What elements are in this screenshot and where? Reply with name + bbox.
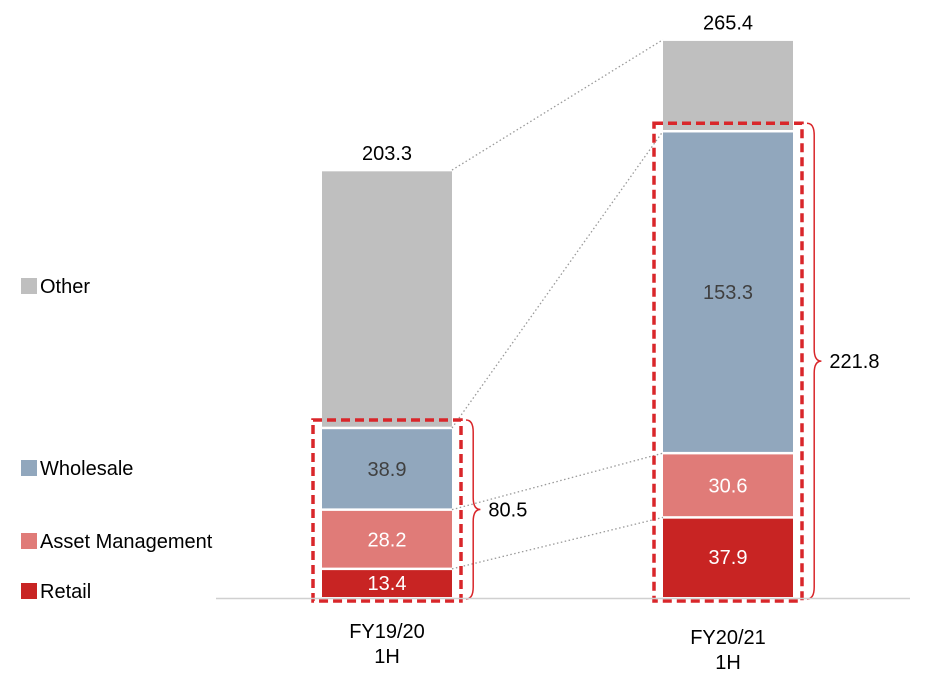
data-label-retail-1: 13.4 (368, 573, 407, 595)
category-label-1-line2: 1H (374, 646, 400, 668)
data-label-asset-management-2: 30.6 (709, 475, 748, 497)
category-label-2-line1: FY20/21 (690, 627, 766, 649)
connector-line-3 (451, 452, 664, 511)
data-label-retail-2: 37.9 (709, 547, 748, 569)
brace-1 (465, 419, 481, 600)
legend-swatch-asset-management (21, 533, 37, 549)
legend-swatch-wholesale (21, 460, 37, 476)
connector-line-2 (451, 130, 664, 429)
bar-other-2 (663, 40, 793, 130)
bar-wholesale-1 (322, 429, 452, 509)
braces: 80.5 221.8 (465, 122, 879, 600)
legend-swatch-retail (21, 583, 37, 599)
legend-label-wholesale: Wholesale (40, 458, 133, 480)
data-label-wholesale-2: 153.3 (703, 282, 753, 304)
bar-other-1 (322, 171, 452, 427)
total-label-1: 203.3 (362, 143, 412, 165)
bar-retail-2 (663, 518, 793, 597)
bar-retail-1 (322, 570, 452, 597)
bars: 13.4 28.2 38.9 203.3 37.9 30.6 153.3 265.4 (322, 13, 793, 597)
connector-lines (451, 39, 664, 570)
bar-asset-management-2 (663, 454, 793, 517)
connector-line-4 (451, 516, 664, 570)
category-label-2-line2: 1H (715, 652, 741, 674)
group-sum-label-1: 80.5 (488, 499, 527, 521)
bar-wholesale-2 (663, 132, 793, 452)
legend-label-retail: Retail (40, 581, 91, 603)
data-label-asset-management-1: 28.2 (368, 529, 407, 551)
category-label-1-line1: FY19/20 (349, 621, 425, 643)
total-label-2: 265.4 (703, 13, 753, 35)
highlight-box-1 (311, 418, 463, 603)
brace-2 (806, 122, 822, 600)
data-label-wholesale-1: 38.9 (368, 459, 407, 481)
connector-line-1 (451, 39, 664, 171)
legend-swatch-other (21, 278, 37, 294)
highlight-box-2 (652, 121, 804, 603)
legend-label-other: Other (40, 276, 90, 298)
legend-label-asset-management: Asset Management (40, 531, 213, 553)
group-sum-label-2: 221.8 (829, 351, 879, 373)
x-axis: FY19/20 1H FY20/21 1H (216, 597, 910, 674)
bar-asset-management-1 (322, 510, 452, 568)
legend: Other Wholesale Asset Management Retail (21, 276, 213, 603)
highlight-boxes (311, 121, 804, 603)
